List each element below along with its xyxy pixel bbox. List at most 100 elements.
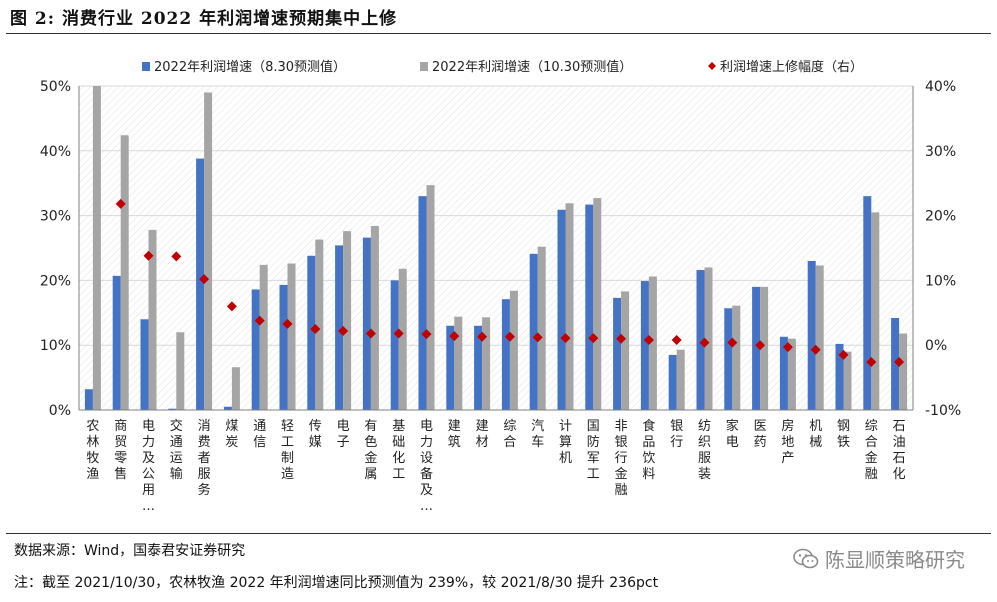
category-label: 传媒 [309,419,322,450]
bar-series2 [120,135,129,411]
revision-point [532,332,543,343]
bar-series2 [315,239,324,410]
points [115,198,905,368]
category-label: 建筑 [448,419,461,450]
bar-series1 [362,237,371,410]
bar-series2 [287,263,296,410]
category-label: 电子 [337,419,350,450]
bar-series1 [418,196,427,410]
revision-point [699,337,710,348]
bar-series2 [676,349,685,410]
bar-series2 [621,291,630,410]
category-label: 银行 [670,419,683,450]
revision-point [449,331,460,342]
chart: 0% 10% 20% 30% 40% 50% -10% 0% 10% 20% 30% 40% 农林牧渔 商… [40,59,961,514]
legend-label: 利润增速上修幅度（右） [720,59,863,75]
revision-point [254,315,265,326]
bar-series2 [398,268,407,410]
bar-series2 [815,265,824,410]
bar-series1 [724,308,733,410]
bar-series2 [593,198,602,410]
bar-series2 [231,367,240,410]
bar-series2 [426,185,435,410]
bar-series1 [501,299,510,410]
bar-series1 [668,354,677,410]
y-left-tick-label: 50% [40,79,71,95]
bar-series2 [732,305,741,410]
bar-series2 [899,333,908,410]
category-label: 电力设备及… [420,419,433,514]
bar-series2 [92,86,101,410]
category-label: 钢铁 [837,419,850,450]
revision-point [643,335,654,346]
bar-series1 [196,158,205,410]
y-left-tick-label: 30% [40,209,71,225]
revision-point [143,250,154,261]
bar-series2 [704,267,713,410]
bar-series1 [779,336,788,410]
bar-series2 [871,212,880,410]
legend-label: 2022年利润增速（10.30预测值） [432,59,632,75]
bar-series2 [648,276,657,410]
note-text: 注：截至 2021/10/30，农林牧渔 2022 年利润增速同比预测值为 23… [14,575,659,591]
legend: 2022年利润增速（8.30预测值） 2022年利润增速（10.30预测值） 利润增… [142,59,863,75]
figure-title: 图 2: 消费行业 2022 年利润增速预期集中上修 [10,9,398,29]
category-label: 医药 [754,419,767,450]
bar-series1 [891,317,900,410]
revision-point [477,331,488,342]
y-left-tick-label: 10% [40,338,71,354]
bar-series2 [343,231,352,410]
bar-series1 [335,245,344,410]
category-label: 交通运输 [170,418,183,482]
footer-divider [6,533,991,534]
bar-series2 [760,286,769,410]
axes: 0% 10% 20% 30% 40% 50% -10% 0% 10% 20% 30% 40% 农林牧渔 商… [40,79,961,514]
source-text: 数据来源：Wind，国泰君安证券研究 [14,543,246,559]
legend-swatch [708,62,716,70]
category-label: 房地产 [781,418,794,466]
bar-series2 [843,351,852,410]
category-label: 国防军工 [587,419,600,482]
brand-watermark: 陈显顺策略研究 [793,544,965,573]
bar-series1 [557,209,566,410]
category-label: 机械 [809,419,822,450]
y-right-tick-label: 40% [925,79,956,95]
category-label: 汽车 [531,419,544,450]
plot-background [79,86,913,410]
revision-point [421,329,432,340]
category-label: 计算机 [559,419,572,466]
revision-point [226,301,237,312]
bar-series1 [390,280,399,410]
bar-series1 [112,275,121,410]
bar-series1 [807,260,816,410]
bar-series2 [370,225,379,410]
category-label: 消费者服务 [198,419,211,498]
bar-series2 [204,92,213,410]
bar-series1 [585,204,594,410]
revision-point [282,318,293,329]
bar-series1 [446,325,455,410]
revision-point [755,340,766,351]
y-left-tick-label: 20% [40,273,71,289]
legend-label: 2022年利润增速（8.30预测值） [154,59,346,75]
revision-point [588,333,599,344]
revision-point [393,328,404,339]
bar-series2 [259,264,268,410]
bar-series2 [176,332,185,410]
y-right-tick-label: 0% [925,338,947,354]
category-label: 商贸零售 [114,419,127,482]
bar-series1 [529,253,538,410]
category-label: 煤炭 [225,419,238,450]
category-label: 基础化工 [392,419,405,482]
bar-series2 [454,316,463,410]
y-right-tick-label: 10% [925,273,956,289]
y-left-tick-label: 0% [49,403,71,419]
category-label: 纺织服装 [698,419,711,482]
revision-point [365,328,376,339]
bar-series1 [863,196,872,410]
category-label: 石油石化 [893,419,906,482]
y-left-tick-label: 40% [40,144,71,160]
revision-point [838,349,849,360]
legend-swatch [420,62,428,71]
